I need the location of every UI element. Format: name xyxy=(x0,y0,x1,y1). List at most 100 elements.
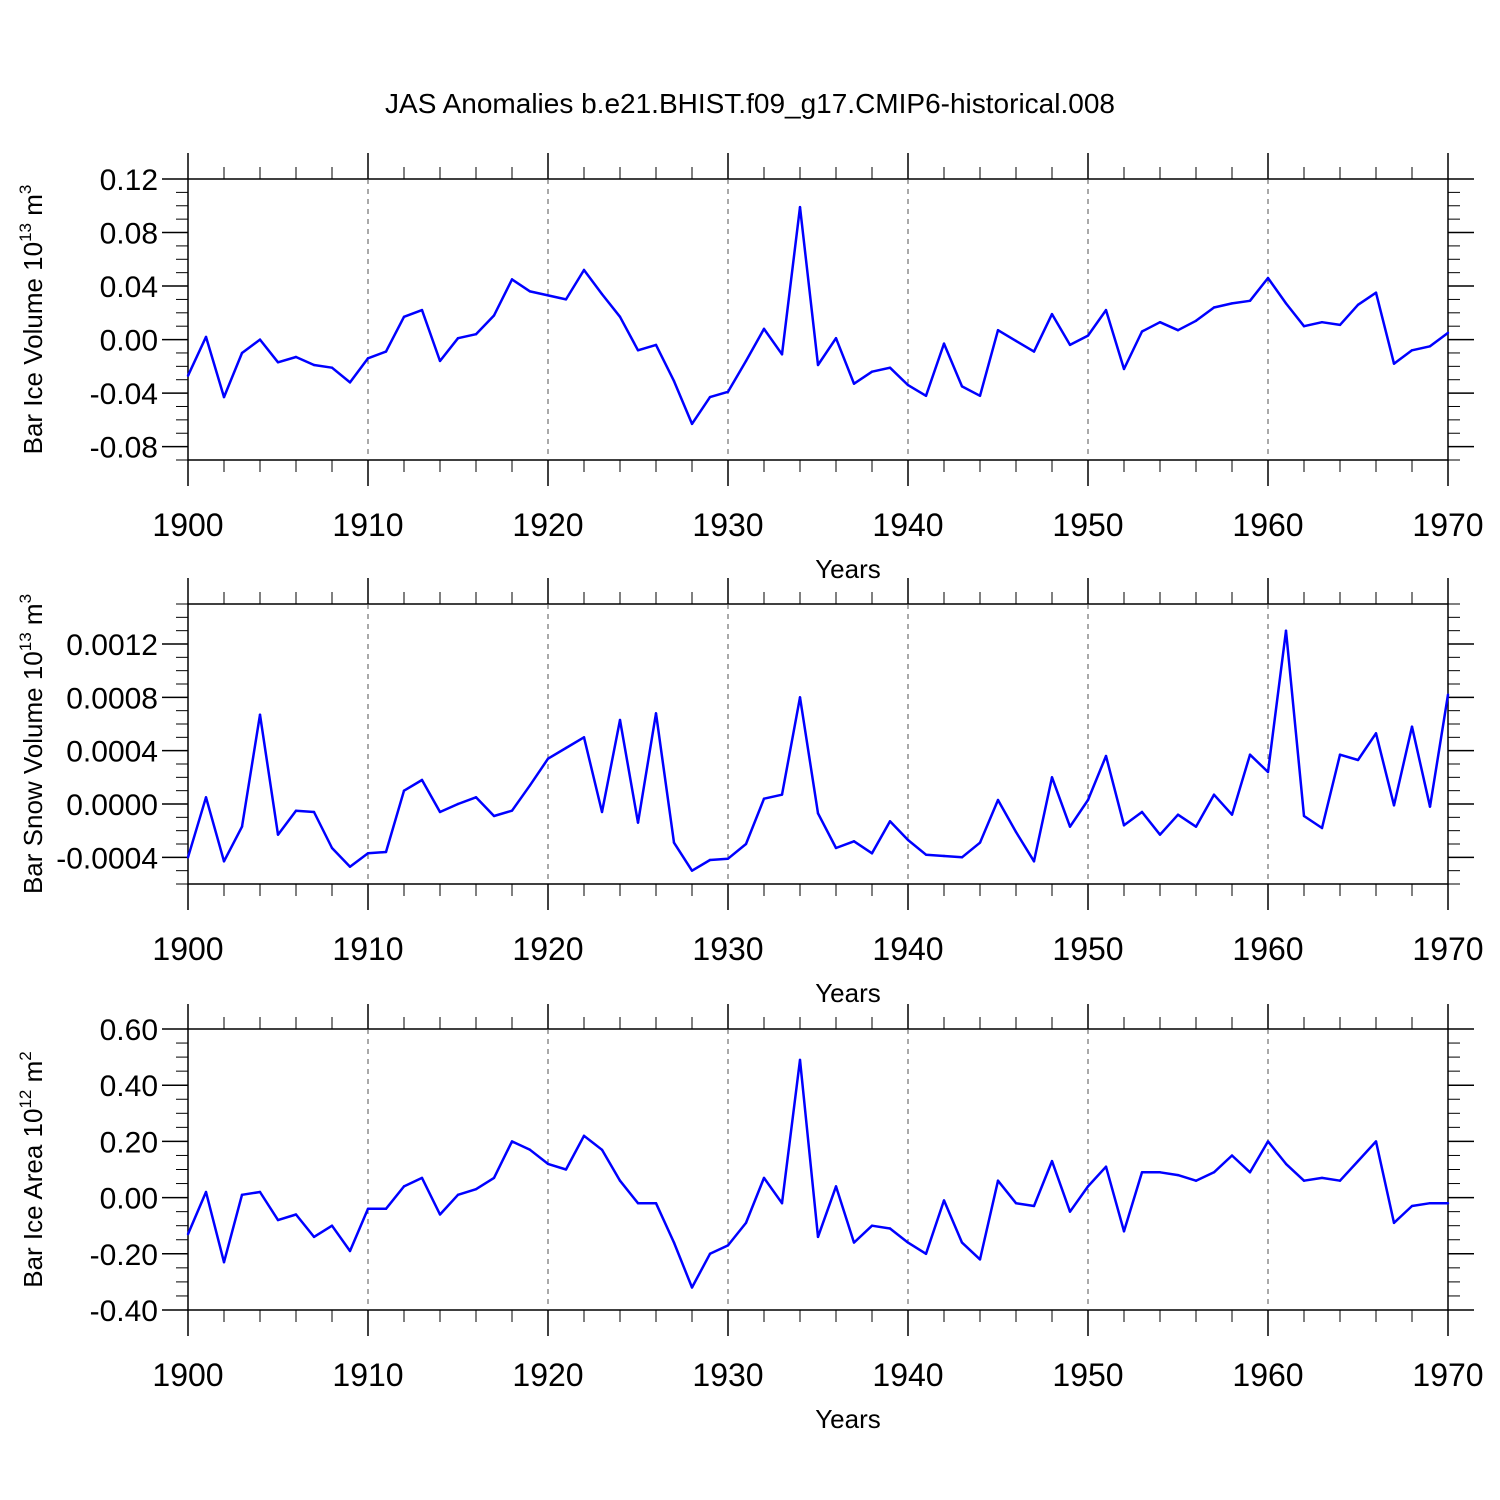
data-point xyxy=(1446,693,1450,696)
x-tick-label: 1940 xyxy=(872,507,943,543)
y-axis-label-unit-exponent: 2 xyxy=(16,1051,35,1060)
data-point xyxy=(1014,1202,1018,1205)
data-point xyxy=(1068,825,1072,828)
data-point xyxy=(330,366,334,369)
data-point xyxy=(456,1193,460,1196)
data-point xyxy=(1086,798,1090,802)
data-point xyxy=(816,1235,820,1239)
data-point xyxy=(258,713,262,716)
data-point xyxy=(870,852,874,855)
x-tick-label: 1910 xyxy=(332,931,403,967)
data-point xyxy=(654,712,658,715)
data-point xyxy=(870,370,874,373)
data-point xyxy=(1284,1162,1288,1166)
data-point xyxy=(996,329,1000,332)
data-point xyxy=(204,335,208,339)
data-point xyxy=(1158,320,1162,324)
data-point xyxy=(402,789,406,792)
data-point xyxy=(762,1176,766,1180)
data-point xyxy=(1302,324,1306,328)
data-point xyxy=(924,1252,928,1256)
y-axis-label-unit: m xyxy=(18,1061,48,1090)
data-point xyxy=(474,333,478,336)
data-point xyxy=(1338,323,1342,327)
y-tick-label: -0.0004 xyxy=(56,842,158,875)
x-axis-label: Years xyxy=(815,554,881,584)
data-point xyxy=(1122,367,1126,371)
x-tick-label: 1930 xyxy=(692,931,763,967)
data-point xyxy=(1248,753,1252,756)
y-tick-label: 0.00 xyxy=(100,1183,158,1216)
data-point xyxy=(708,858,712,862)
data-point xyxy=(816,363,820,367)
y-tick-label: -0.40 xyxy=(90,1295,158,1328)
x-tick-label: 1900 xyxy=(152,931,223,967)
data-point xyxy=(618,718,622,722)
data-point xyxy=(420,1176,424,1180)
data-point xyxy=(546,294,550,297)
data-point xyxy=(1212,306,1216,309)
data-point xyxy=(294,809,298,812)
data-point xyxy=(1212,793,1216,796)
data-point xyxy=(1212,1171,1216,1174)
data-point xyxy=(852,382,856,385)
data-point xyxy=(348,381,352,384)
y-axis-label-exponent: 13 xyxy=(16,223,35,242)
data-point xyxy=(1446,1202,1450,1205)
x-tick-label: 1950 xyxy=(1052,507,1123,543)
data-point xyxy=(744,359,748,363)
series-line xyxy=(186,205,1449,426)
data-point xyxy=(996,798,1000,802)
data-point xyxy=(1428,345,1432,348)
data-point xyxy=(1374,1140,1378,1143)
data-point xyxy=(1140,810,1144,814)
y-axis-label-unit: m xyxy=(18,603,48,632)
data-point xyxy=(330,1224,334,1227)
data-point xyxy=(1104,754,1108,758)
x-tick-label: 1960 xyxy=(1232,931,1303,967)
y-tick-label: 0.12 xyxy=(100,164,158,197)
data-point xyxy=(852,840,856,843)
y-tick-label: 0.0012 xyxy=(66,629,158,662)
data-point xyxy=(1194,319,1198,323)
data-point xyxy=(258,1190,262,1194)
data-point xyxy=(1176,813,1180,816)
data-point xyxy=(1032,1204,1036,1208)
data-point xyxy=(978,841,982,844)
data-point xyxy=(402,315,406,319)
plot-frame xyxy=(187,603,1449,885)
y-axis-label-text: Bar Ice Area 10 xyxy=(18,1109,48,1288)
y-tick-label: 0.04 xyxy=(100,271,158,304)
data-point xyxy=(1122,1230,1126,1233)
data-point xyxy=(366,357,370,360)
data-point xyxy=(312,363,316,367)
data-point xyxy=(1302,814,1306,818)
y-axis-label-exponent: 12 xyxy=(16,1090,35,1109)
data-point xyxy=(708,395,712,399)
data-point xyxy=(1374,732,1378,735)
data-point xyxy=(1284,629,1288,632)
data-point xyxy=(726,390,730,393)
data-point xyxy=(1410,725,1414,728)
y-tick-label: 0.00 xyxy=(100,325,158,358)
data-point xyxy=(906,383,910,387)
series-line xyxy=(186,629,1450,872)
x-tick-label: 1940 xyxy=(872,1357,943,1393)
data-point xyxy=(186,374,190,377)
y-axis-label-unit-exponent: 3 xyxy=(16,185,35,194)
data-point xyxy=(906,838,910,842)
data-point xyxy=(1068,343,1072,347)
data-point xyxy=(1356,303,1360,306)
data-point xyxy=(888,366,892,369)
data-point xyxy=(492,1176,496,1180)
data-point xyxy=(348,1249,352,1253)
data-point xyxy=(420,778,424,782)
data-point xyxy=(834,1185,838,1188)
data-point xyxy=(1428,805,1432,808)
y-axis-label: Bar Ice Area 1012 m2 xyxy=(16,1051,48,1288)
data-point xyxy=(492,314,496,317)
data-point xyxy=(1320,826,1324,830)
data-point xyxy=(978,1258,982,1261)
data-point xyxy=(672,379,676,383)
